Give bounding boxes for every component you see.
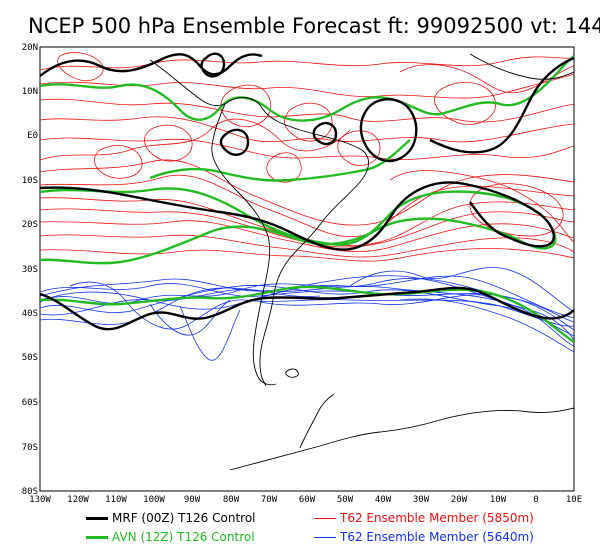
ensemble-5850-line <box>40 137 574 160</box>
lat-label: 20N <box>22 43 38 53</box>
legend-ens-5640: T62 Ensemble Member (5640m) <box>314 530 534 544</box>
legend-ens-5850: T62 Ensemble Member (5850m) <box>314 511 534 525</box>
ensemble-5850-line <box>40 159 574 226</box>
lat-label: 50S <box>22 353 38 363</box>
legend-mrf: MRF (00Z) T126 Control <box>86 511 256 525</box>
lon-label: 60W <box>299 495 316 505</box>
lon-label: 80W <box>223 495 240 505</box>
lon-label: 110W <box>105 495 127 505</box>
ensemble-5640-line <box>259 294 491 306</box>
legend-label-avn: AVN (12Z) T126 Control <box>112 530 255 544</box>
lon-label: 10E <box>566 495 582 505</box>
lat-label: E0 <box>27 131 38 141</box>
avn-control-contours <box>40 55 574 343</box>
lat-label: 80S <box>22 487 38 497</box>
avn-5850-line <box>40 55 574 122</box>
falkland-islands <box>285 368 299 378</box>
ensemble-5850-line <box>40 248 574 262</box>
lat-label: 40S <box>22 309 38 319</box>
lon-label: 90W <box>184 495 201 505</box>
antarctic-peninsula <box>299 393 335 449</box>
coastlines <box>149 53 574 471</box>
ensemble-5850-line <box>40 56 574 71</box>
lon-label: 40W <box>375 495 392 505</box>
south-america-coast <box>224 97 369 387</box>
africa-coast <box>469 53 574 80</box>
lon-label: 100W <box>143 495 165 505</box>
lon-label: 50W <box>337 495 354 505</box>
mrf-swatch <box>86 517 108 520</box>
antarctica-coast <box>229 407 574 471</box>
lat-label: 30S <box>22 265 38 275</box>
ensemble-5850-line <box>434 81 497 125</box>
mrf-5850-line <box>219 128 250 156</box>
ensemble-5640-line <box>40 286 574 347</box>
lon-label: 130W <box>29 495 51 505</box>
avn-5850-line <box>40 187 557 265</box>
lon-label: 120W <box>67 495 89 505</box>
ensemble-5850-line <box>40 220 574 252</box>
ens-5640-swatch <box>314 537 336 538</box>
mrf-5850-line <box>429 56 574 154</box>
mrf-5850-line <box>200 52 226 78</box>
map-frame <box>39 46 575 492</box>
mrf-5850-line <box>40 181 555 251</box>
avn-5640-line <box>40 285 574 343</box>
lon-label: 10W <box>490 495 507 505</box>
chart-title: NCEP 500 hPa Ensemble Forecast ft: 99092… <box>28 14 600 38</box>
ensemble-5850-line <box>40 118 351 161</box>
ensemble-5640-line <box>149 299 231 336</box>
lat-label: 60S <box>22 398 38 408</box>
ensemble-5850-line <box>40 116 574 143</box>
mrf-5640-line <box>40 286 574 331</box>
legend-label-ens-5850: T62 Ensemble Member (5850m) <box>340 511 534 525</box>
ensemble-5850-line <box>389 170 574 243</box>
ensemble-5850-line <box>266 152 302 183</box>
legend-label-mrf: MRF (00Z) T126 Control <box>112 511 256 525</box>
ensemble-5850-line <box>57 52 104 82</box>
ensemble-5850-line <box>399 64 574 94</box>
lat-label: 10S <box>22 176 38 186</box>
lon-label: 0 <box>533 495 538 505</box>
ensemble-5850-line <box>40 174 574 238</box>
ensemble-5640-line <box>179 305 241 361</box>
central-america-coast <box>149 59 226 107</box>
ens-5850-swatch <box>314 518 336 519</box>
ensemble-5850-line <box>94 145 143 179</box>
lon-label: 70W <box>261 495 278 505</box>
ensemble-5640-line <box>349 267 574 313</box>
ensemble-5850-line <box>220 84 272 128</box>
ensemble-5640-line <box>69 281 574 330</box>
avn-5850-line <box>149 139 411 182</box>
lon-label: 20W <box>451 495 468 505</box>
lon-label: 30W <box>413 495 430 505</box>
lat-label: 20S <box>22 220 38 230</box>
mrf-control-contours <box>40 52 574 331</box>
mrf-5850-line <box>40 53 263 77</box>
ensemble-5850-line <box>469 183 564 237</box>
latitude-labels: 20N 10N E0 10S 20S 30S 40S 50S 60S 70S 8… <box>22 43 38 497</box>
longitude-labels: 130W 120W 110W 100W 90W 80W 70W 60W 50W … <box>29 495 582 505</box>
lat-label: 70S <box>22 443 38 453</box>
ensemble-5640-line <box>40 275 574 319</box>
ensemble-5850-line <box>40 234 574 258</box>
legend-label-ens-5640: T62 Ensemble Member (5640m) <box>340 530 534 544</box>
ensemble-5850-line <box>144 124 193 162</box>
mrf-5850-line <box>359 98 418 163</box>
south-america-west-coast <box>211 103 277 386</box>
ensemble-5640-line <box>399 298 574 353</box>
avn-swatch <box>86 536 108 539</box>
ensemble-5850-line <box>40 98 574 123</box>
lat-label: 10N <box>22 87 38 97</box>
legend-avn: AVN (12Z) T126 Control <box>86 530 255 544</box>
